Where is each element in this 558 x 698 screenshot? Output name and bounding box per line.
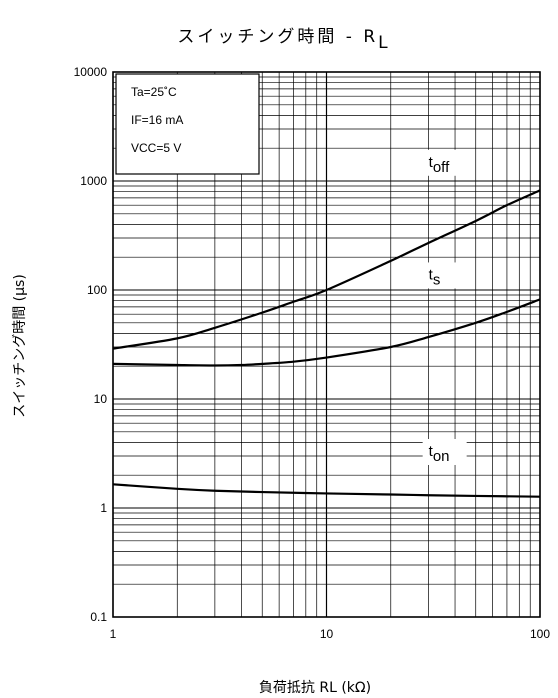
y-tick-label: 10 <box>94 392 108 406</box>
series-labels: toff ts ton <box>422 149 467 465</box>
x-tick-label: 100 <box>530 627 550 641</box>
y-tick-label: 100 <box>87 283 107 297</box>
series-label-toff: toff <box>429 154 450 176</box>
series-label-backing <box>422 262 467 289</box>
condition-supply-voltage: VCC=5 V <box>131 141 181 155</box>
y-tick-label: 1000 <box>80 174 107 188</box>
series-label-ts: ts <box>429 266 441 288</box>
chart-title: スイッチング時間 - RL <box>177 27 390 53</box>
y-axis-label: スイッチング時間 (μs) <box>12 274 28 418</box>
series-line-ts <box>112 298 541 367</box>
condition-temperature: Ta=25˚C <box>131 85 177 99</box>
series-label-backing <box>422 149 467 176</box>
x-axis-label: 負荷抵抗 RL (kΩ) <box>259 680 371 696</box>
x-tick-label: 1 <box>110 627 117 641</box>
y-tick-label: 1 <box>100 501 107 515</box>
conditions-box: Ta=25˚C IF=16 mA VCC=5 V <box>115 73 260 175</box>
series-line-ton <box>112 483 541 498</box>
series-label-backing <box>422 438 467 465</box>
plot-frame <box>112 71 541 618</box>
series-line-toff <box>112 189 541 350</box>
condition-forward-current: IF=16 mA <box>131 113 183 127</box>
conditions-box-frame <box>115 73 260 175</box>
chart-title-subscript: L <box>378 33 390 53</box>
data-series <box>112 189 541 498</box>
x-tick-label: 10 <box>320 627 334 641</box>
y-tick-label: 0.1 <box>90 610 107 624</box>
y-tick-label: 10000 <box>74 65 108 79</box>
series-label-ton: ton <box>429 443 450 465</box>
